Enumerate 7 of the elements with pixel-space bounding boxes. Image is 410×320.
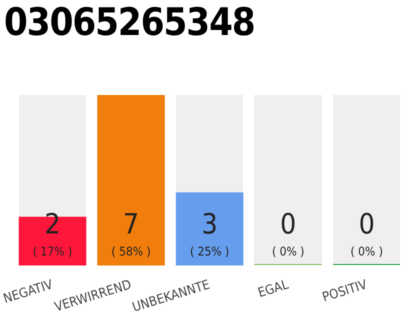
data-label: 7 ( 58% ) bbox=[111, 207, 151, 258]
data-label: 3 ( 25% ) bbox=[190, 207, 230, 258]
data-label: 0 ( 0% ) bbox=[272, 207, 304, 258]
data-label: 0 ( 0% ) bbox=[350, 207, 383, 258]
x-tick-label: EGAL bbox=[256, 277, 291, 302]
chart-title: 03065265348 bbox=[4, 0, 255, 44]
data-label: 2 ( 17% ) bbox=[32, 207, 72, 258]
